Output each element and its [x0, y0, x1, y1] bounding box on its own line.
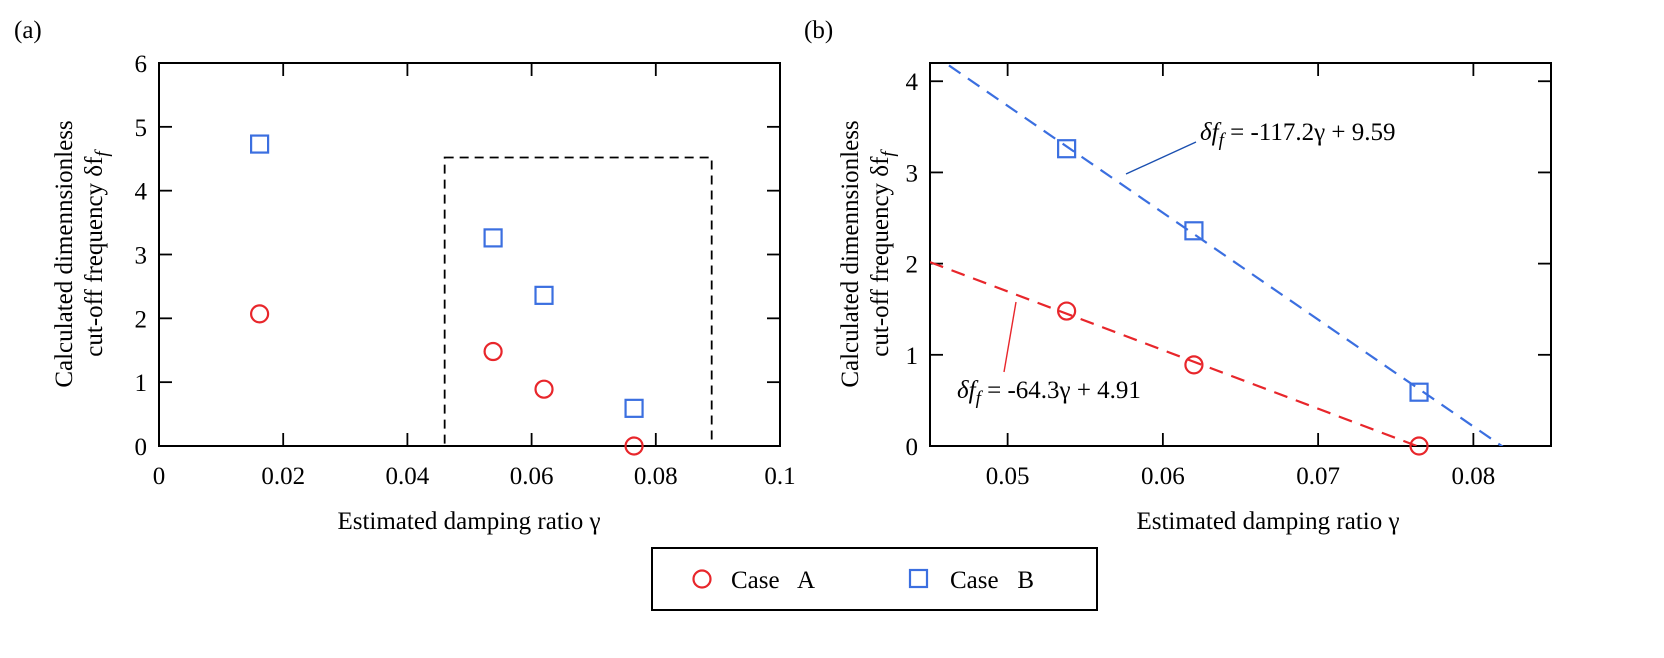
chart-b-tick-labels: 0.05 0.06 0.07 0.08 0 1 2 3 4 — [906, 69, 1496, 490]
point-case-b — [1184, 221, 1204, 241]
chart-b-ylabel-line1: Calculated dimennsionless — [837, 120, 864, 387]
x-tick-label: 0.04 — [386, 463, 430, 490]
legend-label-case-a: Case A — [731, 567, 815, 594]
point-case-b — [1409, 382, 1429, 402]
chart-b-xlabel: Estimated damping ratio γ — [1136, 508, 1399, 535]
point-case-a — [624, 436, 644, 456]
chart-b-ylabel-line2: cut-off frequency δff — [867, 149, 899, 357]
panel-label-a: (a) — [14, 17, 42, 44]
fit-line-case-a — [930, 261, 1420, 446]
legend-label-case-b: Case B — [950, 567, 1034, 594]
chart-a: 0 0.02 0.04 0.06 0.08 0.1 0 1 2 3 4 5 6 Estimated da… — [51, 51, 796, 535]
chart-a-xlabel: Estimated damping ratio γ — [337, 508, 600, 535]
y-tick-label: 1 — [906, 343, 919, 370]
chart-b-marks — [1057, 139, 1429, 456]
chart-a-tick-labels: 0 0.02 0.04 0.06 0.08 0.1 0 1 2 3 4 5 6 — [135, 51, 796, 490]
x-tick-label: 0.05 — [986, 463, 1030, 490]
y-tick-label: 2 — [135, 306, 148, 333]
y-tick-label: 0 — [906, 434, 919, 461]
panel-label-b: (b) — [804, 17, 833, 44]
fit-label-b-leader — [1125, 141, 1197, 175]
y-tick-label: 3 — [906, 160, 919, 187]
legend-square-marker — [908, 568, 929, 589]
y-tick-label: 3 — [135, 243, 148, 270]
x-tick-label: 0.07 — [1296, 463, 1340, 490]
point-case-b — [624, 398, 644, 418]
y-tick-label: 2 — [906, 252, 919, 279]
y-tick-label: 5 — [135, 115, 148, 142]
x-tick-label: 0.08 — [634, 463, 678, 490]
point-case-b — [483, 228, 503, 248]
chart-a-ylabel-line2: cut-off frequency δff — [81, 149, 113, 357]
point-case-a — [483, 341, 503, 362]
point-case-b — [1057, 139, 1077, 159]
x-tick-label: 0.1 — [764, 463, 795, 490]
chart-a-frame — [158, 62, 781, 447]
chart-b-fit-lines — [930, 63, 1504, 446]
x-tick-label: 0.02 — [261, 463, 305, 490]
point-case-a — [250, 304, 270, 324]
point-case-a — [534, 379, 554, 399]
fit-label-case-a: δff = -64.3γ + 4.91 — [957, 377, 1141, 409]
legend-box — [651, 547, 1098, 611]
point-case-a — [1409, 436, 1429, 456]
y-tick-label: 6 — [135, 51, 148, 78]
chart-a-ticks — [158, 62, 781, 447]
legend: Case A Case B — [651, 547, 1098, 611]
fit-label-case-b: δff = -117.2γ + 9.59 — [1200, 119, 1396, 151]
fit-line-case-b — [943, 63, 1504, 446]
x-tick-label: 0.06 — [510, 463, 554, 490]
x-tick-label: 0.08 — [1452, 463, 1496, 490]
fit-label-a-leader — [1003, 301, 1017, 373]
chart-a-ylabel-line1: Calculated dimennsionless — [51, 120, 78, 387]
point-case-a — [1057, 301, 1077, 321]
point-case-b — [250, 134, 270, 154]
y-tick-label: 1 — [135, 370, 148, 397]
y-tick-label: 4 — [135, 179, 148, 206]
y-tick-label: 4 — [906, 69, 919, 96]
point-case-a — [1184, 355, 1204, 375]
y-tick-label: 0 — [135, 434, 148, 461]
point-case-b — [534, 285, 554, 305]
x-tick-label: 0.06 — [1141, 463, 1185, 490]
chart-b: 0.05 0.06 0.07 0.08 0 1 2 3 4 δff = -117.2γ + 9.… — [837, 62, 1552, 535]
chart-a-marks — [250, 134, 644, 456]
chart-b-frame — [929, 62, 1552, 447]
legend-circle-marker — [692, 569, 712, 589]
x-tick-label: 0 — [153, 463, 166, 490]
chart-a-zoom-box — [443, 156, 713, 447]
